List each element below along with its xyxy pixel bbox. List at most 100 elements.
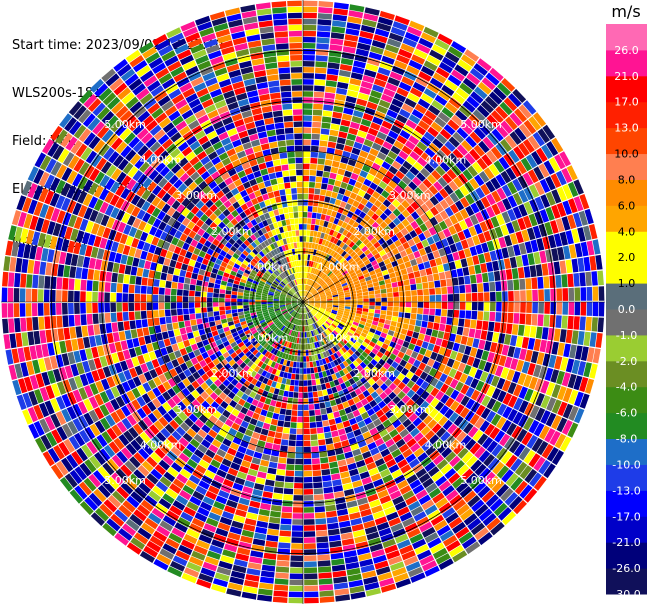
velocity-gate <box>266 328 272 334</box>
velocity-gate <box>291 537 303 543</box>
velocity-gate <box>258 415 266 423</box>
velocity-gate <box>341 439 350 448</box>
velocity-gate <box>238 497 250 506</box>
velocity-gate <box>249 307 256 311</box>
velocity-gate <box>292 525 303 531</box>
velocity-gate <box>370 391 379 399</box>
velocity-gate <box>479 420 490 433</box>
velocity-gate <box>549 315 556 328</box>
velocity-gate <box>316 542 329 549</box>
velocity-gate <box>495 174 506 187</box>
velocity-gate <box>285 297 292 300</box>
velocity-gate <box>550 173 562 188</box>
velocity-gate <box>334 281 341 286</box>
velocity-gate <box>573 316 580 330</box>
velocity-gate <box>365 334 373 341</box>
velocity-gate <box>392 495 405 506</box>
velocity-gate <box>236 390 244 398</box>
velocity-gate <box>370 237 378 245</box>
velocity-gate <box>451 427 463 439</box>
velocity-gate <box>369 294 375 299</box>
velocity-gate <box>384 156 395 165</box>
velocity-gate <box>282 359 288 366</box>
velocity-gate <box>15 257 23 273</box>
velocity-gate <box>307 306 312 311</box>
velocity-gate <box>214 315 221 321</box>
velocity-gate <box>355 459 366 468</box>
velocity-gate <box>165 538 180 549</box>
velocity-gate <box>197 368 206 377</box>
velocity-gate <box>351 244 358 251</box>
velocity-gate <box>250 312 257 316</box>
velocity-gate <box>303 224 307 230</box>
velocity-gate <box>227 532 241 541</box>
velocity-gate <box>424 245 432 254</box>
velocity-gate <box>500 120 513 134</box>
velocity-gate <box>355 269 362 275</box>
velocity-gate <box>243 365 250 372</box>
velocity-gate <box>523 119 537 135</box>
velocity-gate <box>282 396 288 403</box>
velocity-gate <box>567 273 574 287</box>
velocity-gate <box>242 585 258 594</box>
velocity-gate <box>124 265 132 275</box>
velocity-gate <box>363 576 378 585</box>
velocity-gate <box>277 314 283 319</box>
velocity-gate <box>290 342 295 349</box>
velocity-gate <box>312 336 316 343</box>
velocity-gate <box>418 37 434 49</box>
velocity-gate <box>378 180 388 190</box>
velocity-gate <box>287 373 292 379</box>
velocity-gate <box>423 365 432 374</box>
velocity-gate <box>282 333 287 340</box>
velocity-gate <box>478 508 493 522</box>
velocity-gate <box>307 306 312 311</box>
velocity-gate <box>226 588 242 597</box>
velocity-gate <box>562 288 569 301</box>
velocity-gate <box>358 242 366 250</box>
velocity-gate <box>352 66 365 75</box>
velocity-gate <box>291 373 296 380</box>
velocity-gate <box>136 407 147 419</box>
velocity-gate <box>331 430 339 438</box>
velocity-gate <box>95 380 105 393</box>
velocity-gate <box>85 245 93 257</box>
velocity-gate <box>486 240 495 252</box>
velocity-gate <box>220 284 227 290</box>
velocity-gate <box>334 270 340 276</box>
velocity-gate <box>406 26 422 37</box>
velocity-gate <box>352 229 360 237</box>
velocity-gate <box>489 498 504 512</box>
velocity-gate <box>68 377 78 391</box>
velocity-gate <box>221 276 229 282</box>
velocity-gate <box>310 318 314 324</box>
velocity-gate <box>106 518 121 532</box>
velocity-gate <box>261 300 267 302</box>
velocity-gate <box>391 234 399 243</box>
velocity-gate <box>371 229 379 237</box>
velocity-gate <box>310 280 314 286</box>
velocity-gate <box>323 220 329 228</box>
velocity-gate <box>464 217 474 228</box>
velocity-gate <box>308 325 311 331</box>
velocity-gate <box>328 272 334 278</box>
velocity-gate <box>201 439 211 449</box>
velocity-gate <box>354 535 367 544</box>
velocity-gate <box>519 278 526 290</box>
velocity-gate <box>452 521 466 534</box>
velocity-gate <box>276 330 282 336</box>
velocity-gate <box>50 208 61 222</box>
velocity-gate <box>303 458 312 465</box>
velocity-gate <box>391 247 400 255</box>
velocity-gate <box>419 193 429 203</box>
velocity-gate <box>363 214 371 222</box>
velocity-gate <box>437 442 448 454</box>
velocity-gate <box>506 222 515 234</box>
velocity-gate <box>349 363 356 370</box>
velocity-gate <box>345 351 352 358</box>
velocity-gate <box>388 130 399 140</box>
velocity-gate <box>104 312 111 323</box>
velocity-gate <box>321 226 327 233</box>
velocity-gate <box>323 104 334 111</box>
velocity-gate <box>315 182 322 189</box>
